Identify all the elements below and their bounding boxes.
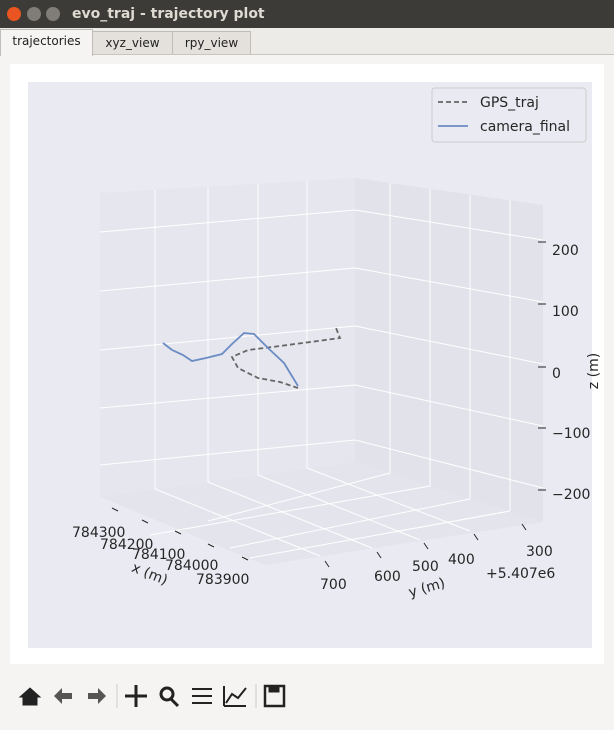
y-tick-label: 700 [320,577,347,593]
tab-bar: trajectories xyz_view rpy_view [0,28,614,56]
z-tick-label: 100 [552,304,579,320]
y-tick-label: 500 [412,559,439,575]
configure-button[interactable] [192,688,212,704]
y-tick [473,533,479,541]
x-tick-label: 783900 [196,572,249,588]
x-tick-label: 784200 [100,537,153,553]
x-tick [111,507,119,512]
camera-trajectory [162,332,299,387]
y-axis-offset: +5.407e6 [486,566,555,582]
pan-button[interactable] [125,685,147,707]
figure: GPS_traj camera_final x (m) y (m) z (m) … [10,64,604,664]
y-tick [324,560,330,568]
z-tick-label: −200 [552,487,590,503]
x-tick [174,530,182,535]
close-button[interactable] [7,7,21,21]
x-tick [207,543,215,548]
y-tick [376,551,382,559]
z-tick-label: 200 [552,243,579,259]
y-tick-label: 600 [374,569,401,585]
x-tick-label: 784000 [165,558,218,574]
maximize-button[interactable] [46,7,60,21]
zoom-button[interactable] [159,686,175,702]
back-button[interactable] [54,688,72,704]
grid [99,181,544,559]
y-tick-label: 400 [448,552,475,568]
z-tick-label: −100 [552,426,590,442]
x-tick [141,519,149,524]
z-tick-label: 0 [552,366,561,382]
y-tick [521,523,527,531]
legend-label: GPS_traj [480,95,539,111]
x-tick [241,556,249,561]
edit-axis-button[interactable] [223,686,247,707]
x-tick-label: 784100 [132,547,185,563]
minimize-button[interactable] [27,7,41,21]
forward-button[interactable] [88,688,106,704]
side-pane [355,178,543,522]
floor-pane [100,462,543,565]
y-tick [423,542,429,550]
tab[interactable]: xyz_view [92,31,173,54]
window-title: evo_traj - trajectory plot [72,6,265,22]
z-axis-label: z (m) [586,353,602,389]
legend-label: camera_final [480,119,570,135]
legend-box [431,87,587,143]
y-tick-label: 300 [526,544,553,560]
title-bar: evo_traj - trajectory plot [0,0,614,28]
home-button[interactable] [18,687,42,706]
gps-trajectory [230,327,342,389]
x-tick-label: 784300 [72,525,125,541]
tab[interactable]: rpy_view [172,31,251,54]
toolbar [18,684,286,708]
plot: GPS_traj camera_final x (m) y (m) z (m) … [28,82,602,648]
tab[interactable]: trajectories [0,29,93,56]
